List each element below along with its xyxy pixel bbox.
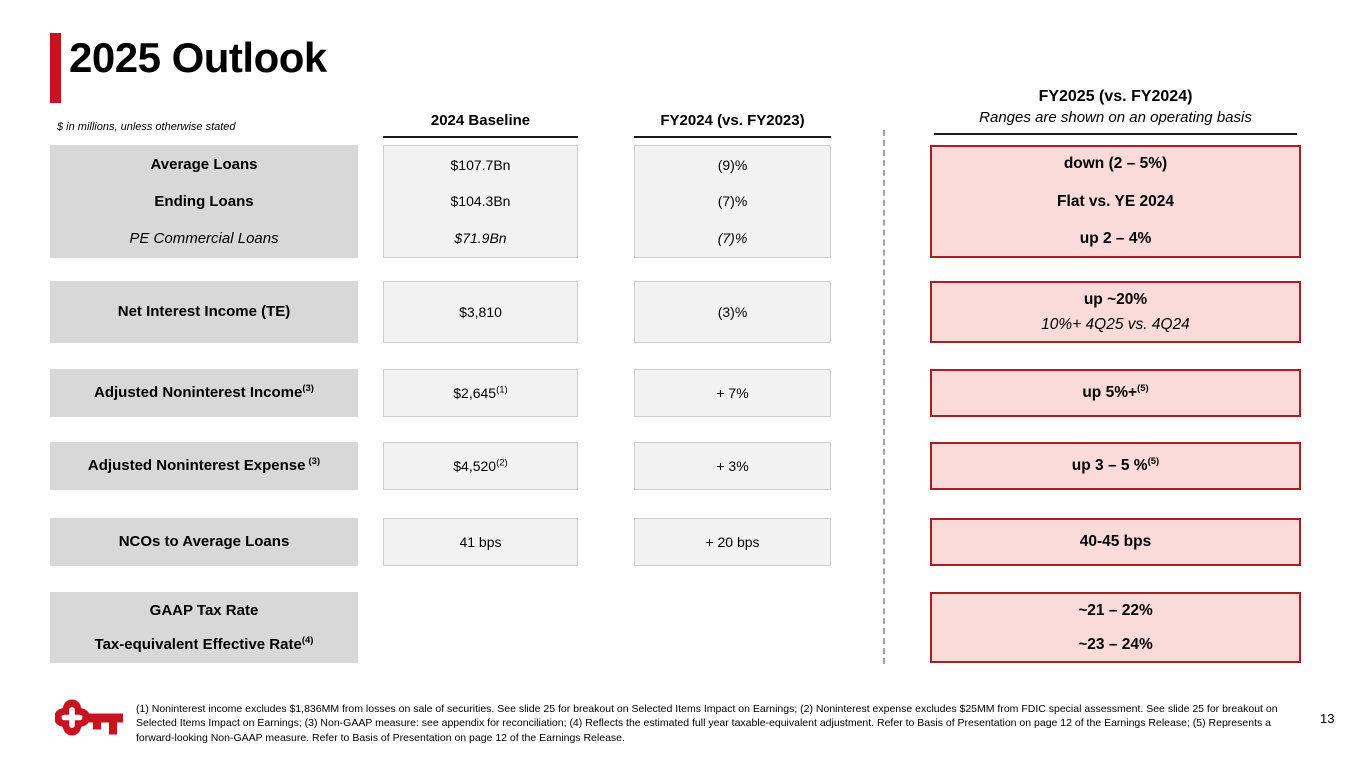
outlook-ncos: 40-45 bps [1079, 533, 1152, 551]
outlook-tax-equivalent-rate: ~23 – 24% [1078, 635, 1153, 653]
fy2024-header-underline [634, 136, 831, 138]
label-average-loans: Average Loans [150, 155, 258, 173]
row-nii-fy2024-box: (3)% [634, 281, 831, 343]
column-header-fy2025: FY2025 (vs. FY2024) [1038, 88, 1193, 105]
footnote-ref: (3) [308, 456, 321, 468]
row-ncos-fy2024-box: + 20 bps [634, 518, 831, 566]
baseline-header-underline [383, 136, 578, 138]
outlook-nii-sub: 10%+ 4Q25 vs. 4Q24 [1041, 315, 1190, 333]
value-nii-baseline: $3,810 [459, 303, 502, 320]
value-ending-loans-baseline: $104.3Bn [450, 193, 511, 210]
value-adj-expense-fy2024: + 3% [716, 457, 749, 474]
outlook-adj-expense: up 3 – 5 %(5) [1072, 457, 1159, 475]
row-adj-expense-label-box: Adjusted Noninterest Expense (3) [50, 442, 358, 490]
row-adj-income-label-box: Adjusted Noninterest Income(3) [50, 369, 358, 417]
label-ncos: NCOs to Average Loans [118, 533, 290, 551]
row-loans-baseline-box: $107.7Bn $104.3Bn $71.9Bn [383, 145, 578, 258]
label-text: Adjusted Noninterest Income [94, 384, 303, 402]
row-ncos-fy2025-box: 40-45 bps [930, 518, 1301, 566]
row-adj-income-fy2025-box: up 5%+(5) [930, 369, 1301, 417]
value-pe-commercial-baseline: $71.9Bn [454, 229, 507, 246]
label-gaap-tax-rate: GAAP Tax Rate [149, 602, 259, 620]
row-adj-expense-fy2024-box: + 3% [634, 442, 831, 490]
row-adj-income-baseline-box: $2,645(1) [383, 369, 578, 417]
outlook-nii-main: up ~20% [1083, 290, 1148, 308]
row-nii-baseline-box: $3,810 [383, 281, 578, 343]
outlook-average-loans: down (2 – 5%) [1063, 154, 1168, 172]
footnotes-text: (1) Noninterest income excludes $1,836MM… [136, 703, 1278, 744]
dashed-column-divider [883, 130, 885, 664]
row-adj-expense-fy2025-box: up 3 – 5 %(5) [930, 442, 1301, 490]
row-tax-fy2025-box: ~21 – 22% ~23 – 24% [930, 592, 1301, 663]
label-pe-commercial-loans: PE Commercial Loans [129, 230, 279, 248]
fy2025-header-underline [934, 133, 1297, 135]
value-ncos-fy2024: + 20 bps [705, 533, 760, 550]
page-number: 13 [1320, 711, 1335, 726]
value-nii-fy2024: (3)% [717, 303, 748, 320]
row-nii-fy2025-box: up ~20% 10%+ 4Q25 vs. 4Q24 [930, 281, 1301, 343]
row-nii-label-box: Net Interest Income (TE) [50, 281, 358, 343]
outlook-ending-loans: Flat vs. YE 2024 [1057, 192, 1174, 210]
row-loans-fy2024-box: (9)% (7)% (7)% [634, 145, 831, 258]
label-text: Tax-equivalent Effective Rate [94, 635, 302, 653]
footnote-ref: (5) [1137, 382, 1149, 394]
row-loans-label-box: Average Loans Ending Loans PE Commercial… [50, 145, 358, 258]
label-ending-loans: Ending Loans [154, 192, 254, 210]
outlook-text: up 5%+ [1082, 384, 1138, 402]
row-adj-income-fy2024-box: + 7% [634, 369, 831, 417]
row-tax-label-box: GAAP Tax Rate Tax-equivalent Effective R… [50, 592, 358, 663]
row-loans-fy2025-box: down (2 – 5%) Flat vs. YE 2024 up 2 – 4% [930, 145, 1301, 258]
row-ncos-label-box: NCOs to Average Loans [50, 518, 358, 566]
value-adj-income-fy2024: + 7% [716, 384, 749, 401]
row-adj-expense-baseline-box: $4,520(2) [383, 442, 578, 490]
fy2025-header-subtitle: Ranges are shown on an operating basis [979, 109, 1252, 126]
footnote-ref: (2) [496, 457, 508, 469]
value-adj-expense-baseline: $4,520(2) [453, 458, 507, 474]
label-adjusted-noninterest-expense: Adjusted Noninterest Expense (3) [88, 457, 320, 474]
outlook-gaap-tax-rate: ~21 – 22% [1078, 601, 1153, 619]
footnote-ref: (3) [302, 383, 314, 395]
value-adj-income-baseline: $2,645(1) [453, 385, 507, 401]
value-average-loans-baseline: $107.7Bn [450, 157, 511, 174]
title-accent-bar [50, 33, 61, 103]
page-title: 2025 Outlook [69, 34, 327, 81]
value-text: $4,520 [453, 457, 497, 474]
footnote-ref: (4) [301, 634, 314, 646]
label-net-interest-income: Net Interest Income (TE) [117, 303, 291, 321]
value-text: $2,645 [453, 384, 497, 401]
label-adjusted-noninterest-income: Adjusted Noninterest Income(3) [94, 384, 314, 401]
value-ncos-baseline: 41 bps [459, 533, 502, 550]
column-header-fy2024: FY2024 (vs. FY2023) [660, 112, 805, 129]
footnote-ref: (5) [1147, 455, 1160, 467]
value-ending-loans-fy2024: (7)% [717, 193, 748, 210]
value-average-loans-fy2024: (9)% [717, 157, 748, 174]
label-text: Adjusted Noninterest Expense [87, 457, 306, 475]
value-pe-commercial-fy2024: (7)% [717, 229, 748, 246]
outlook-text: up 3 – 5 % [1071, 457, 1148, 475]
outlook-adj-income: up 5%+(5) [1082, 384, 1148, 402]
units-note: $ in millions, unless otherwise stated [57, 121, 236, 133]
label-tax-equivalent-rate: Tax-equivalent Effective Rate(4) [94, 634, 314, 653]
footnote-ref: (1) [496, 384, 508, 396]
keybank-key-logo-icon [54, 696, 129, 747]
row-ncos-baseline-box: 41 bps [383, 518, 578, 566]
outlook-pe-commercial: up 2 – 4% [1079, 230, 1152, 248]
column-header-2024-baseline: 2024 Baseline [430, 112, 531, 129]
